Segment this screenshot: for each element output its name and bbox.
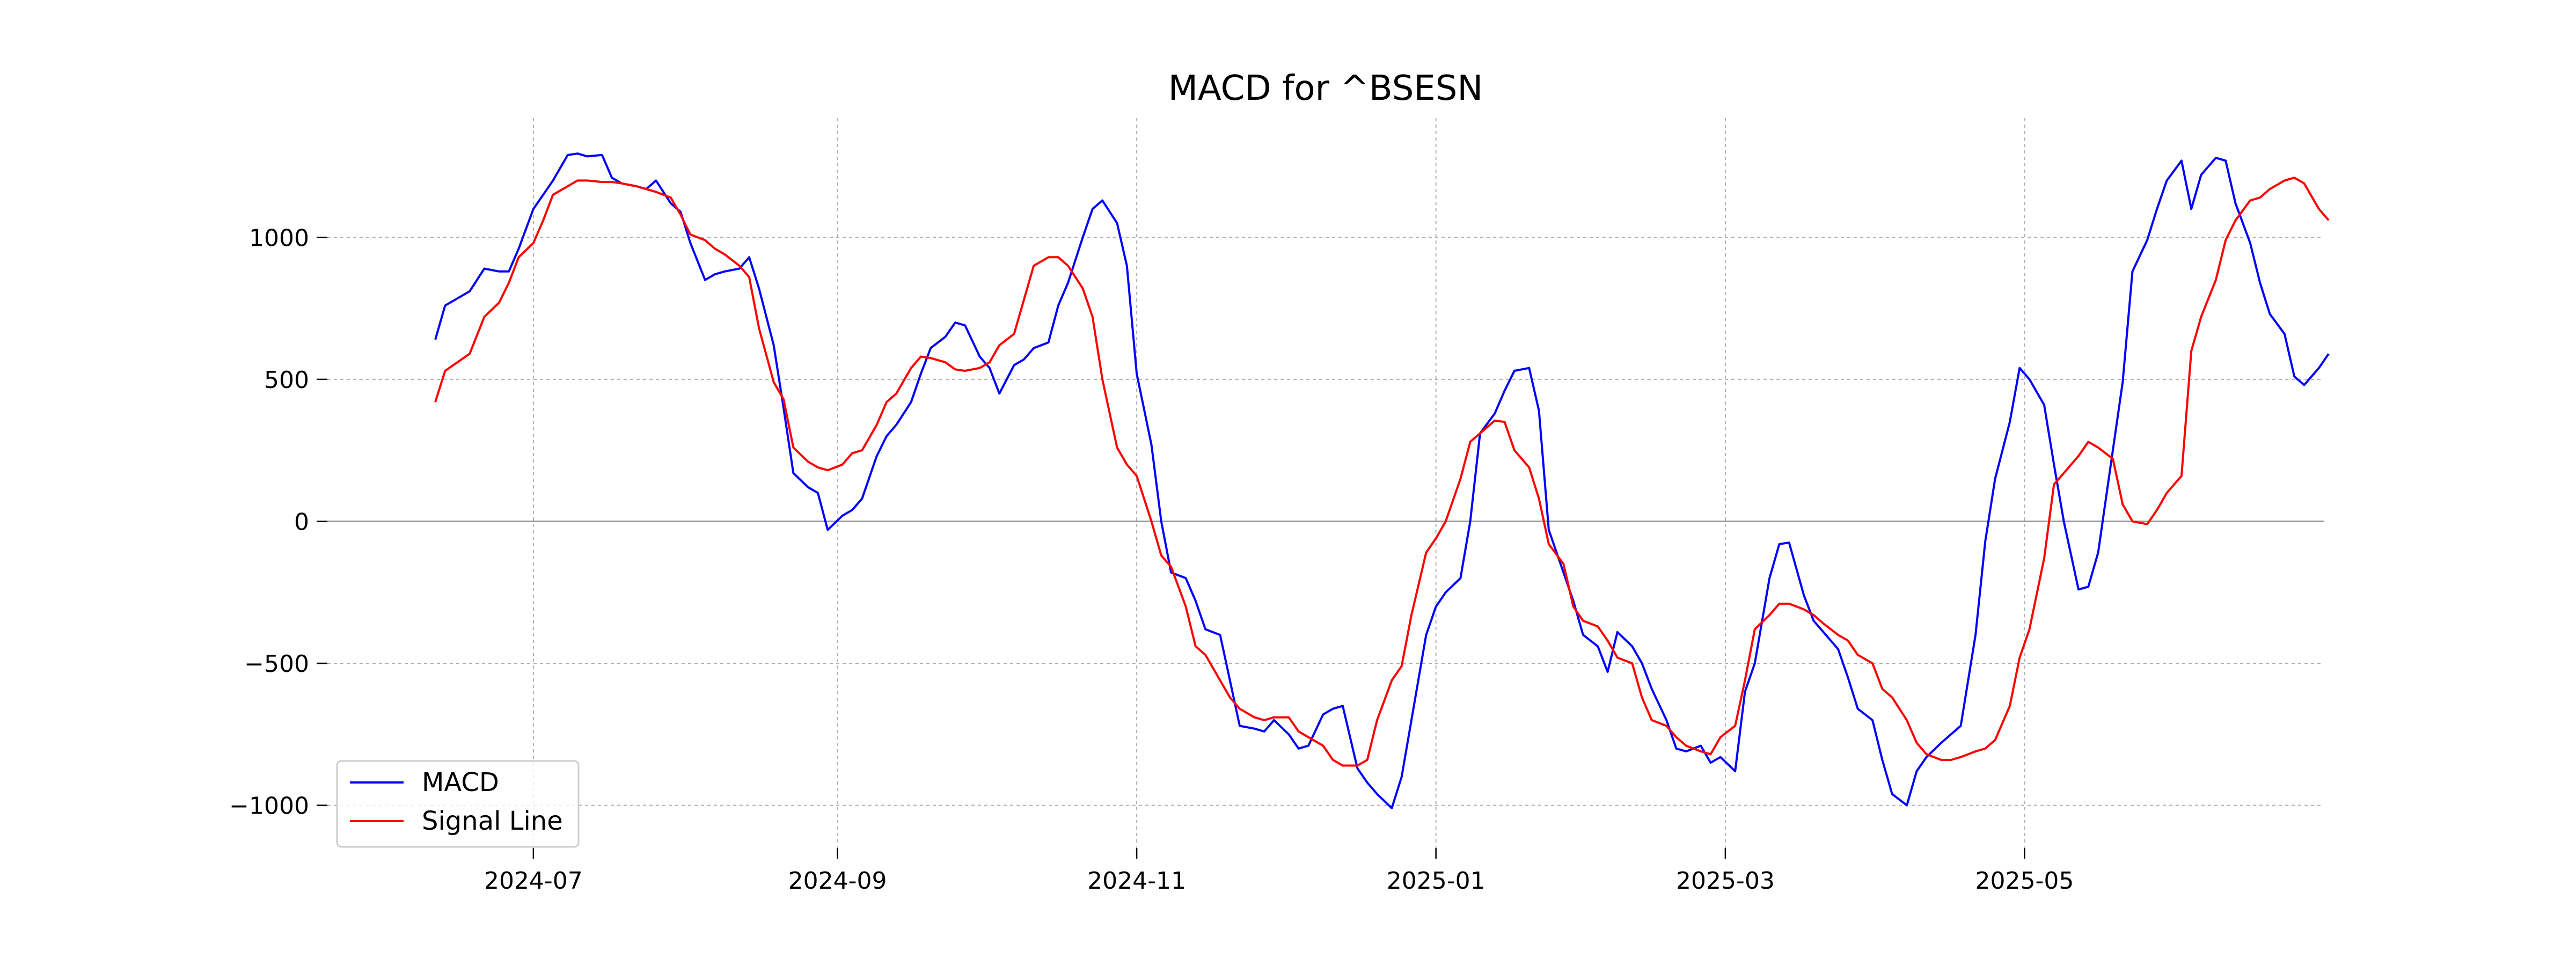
legend-label-macd: MACD [422,767,499,797]
y-tick-label: 500 [264,367,309,394]
x-tick-label: 2025-01 [1387,867,1485,895]
x-tick-label: 2024-11 [1087,867,1186,895]
y-tick-label: 1000 [249,224,309,252]
x-axis-ticks: 2024-07 2024-09 2024-11 2025-01 2025-03 2025-… [484,848,2074,895]
x-tick-label: 2024-07 [484,867,583,895]
series-line-signal [434,177,2330,767]
series-line-macd [434,152,2330,809]
legend-label-signal: Signal Line [422,806,563,836]
y-axis-ticks: 1000 500 0 −500 −1000 [229,224,327,820]
series-lines [434,152,2330,809]
chart-title: MACD for ^BSESN [1168,69,1483,108]
grid-lines [327,118,2324,848]
y-tick-label: −500 [244,650,309,678]
y-tick-label: 0 [294,508,309,536]
x-tick-label: 2025-05 [1975,867,2074,895]
legend: MACD Signal Line [336,760,580,848]
y-tick-label: −1000 [229,793,309,820]
x-tick-label: 2024-09 [788,867,887,895]
x-tick-label: 2025-03 [1676,867,1775,895]
